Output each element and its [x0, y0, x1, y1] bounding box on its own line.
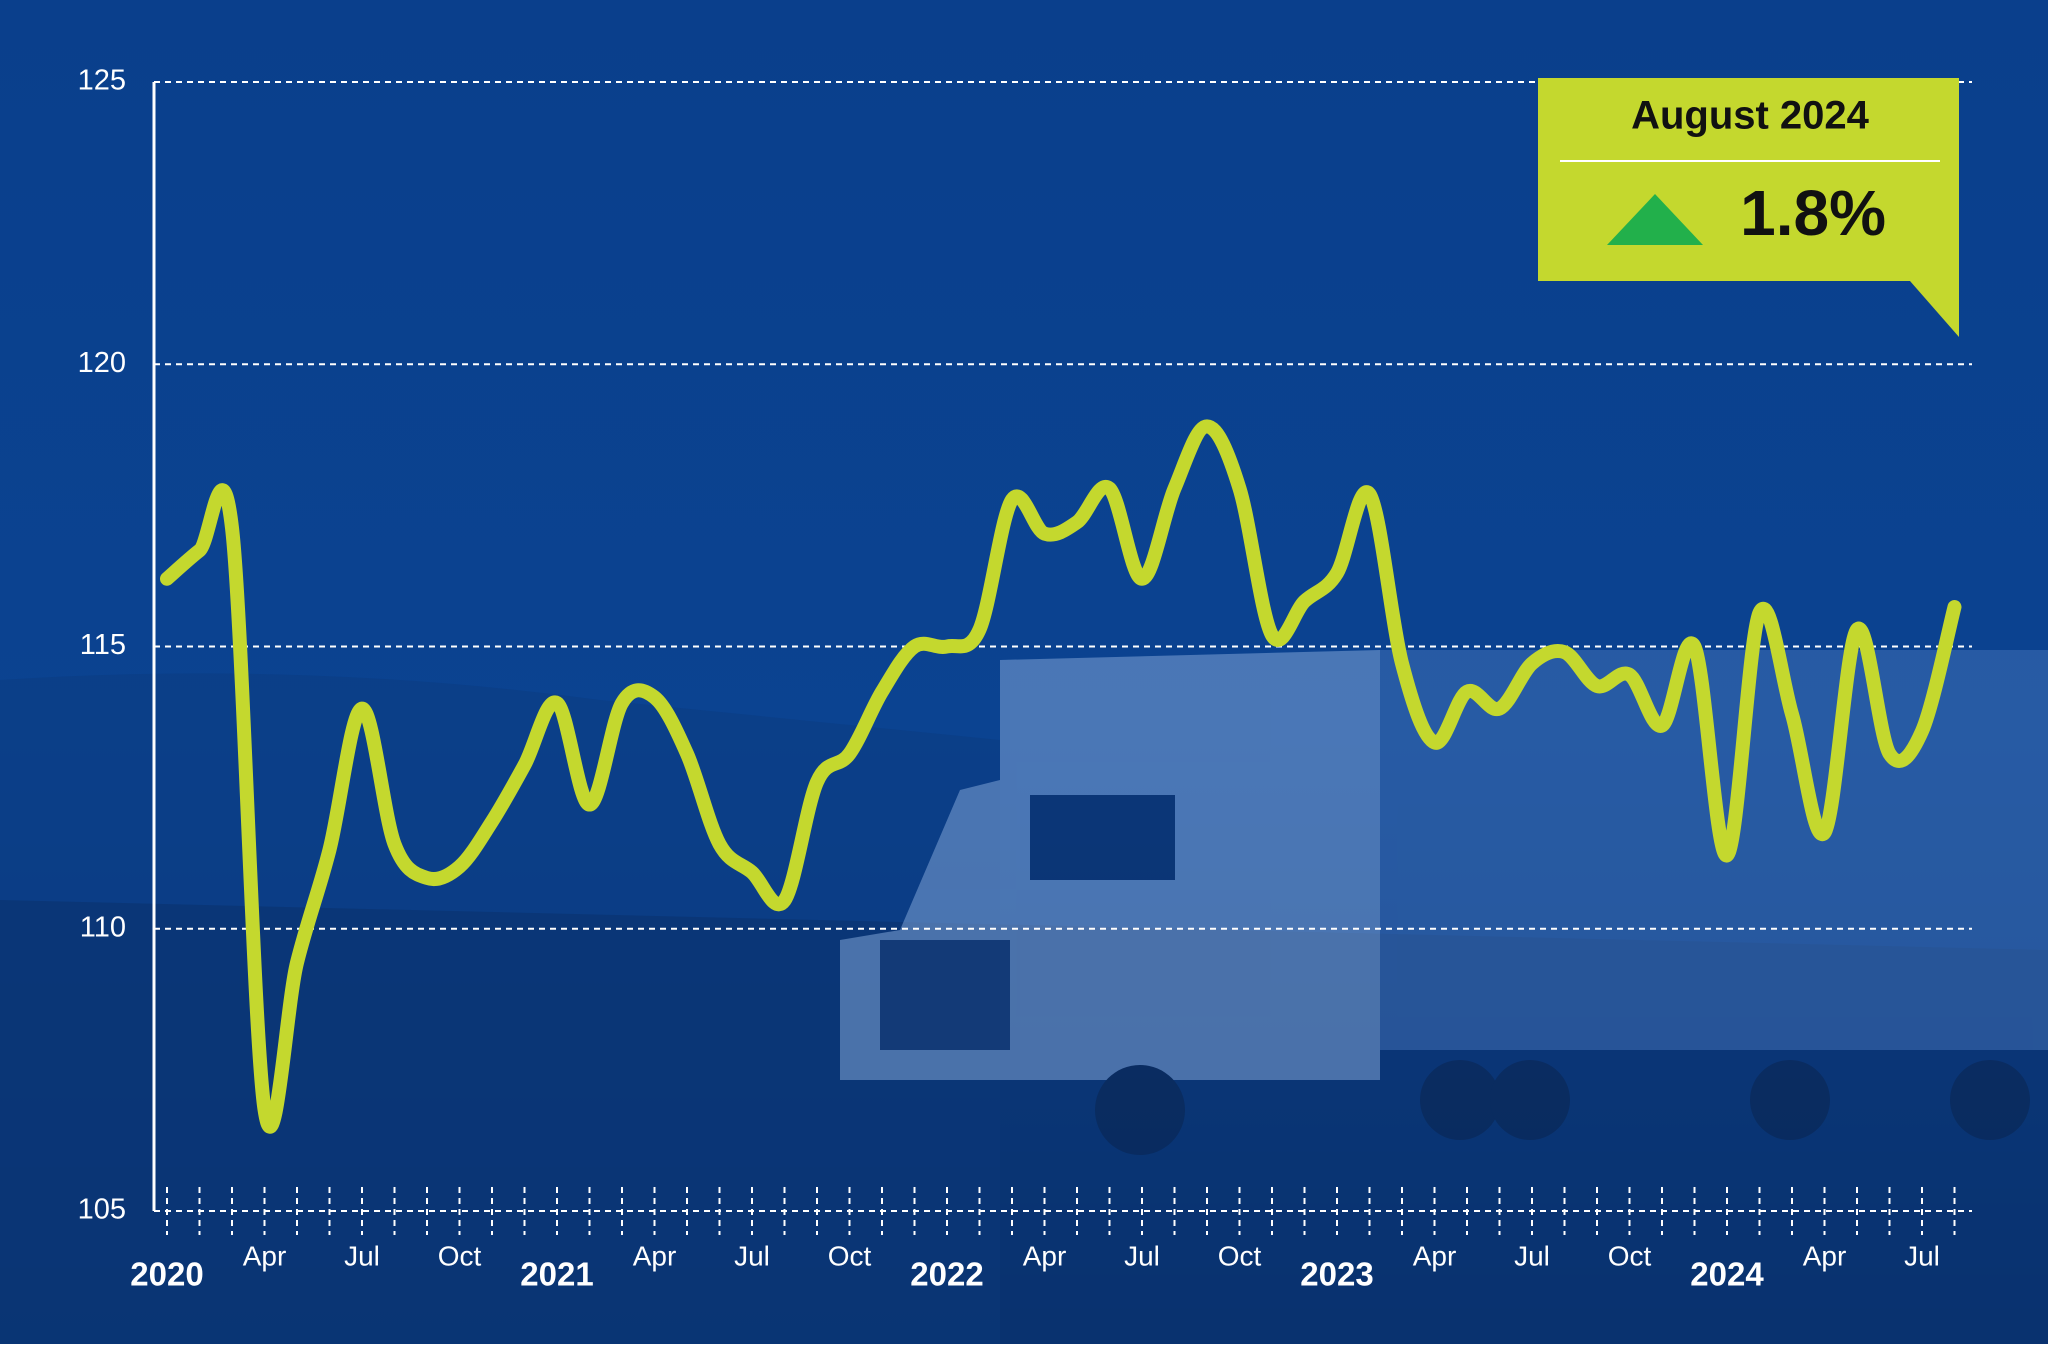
- x-month-label: Jul: [734, 1240, 770, 1271]
- x-year-label: 2021: [520, 1256, 593, 1293]
- x-month-label: Apr: [1023, 1240, 1067, 1271]
- y-tick-label: 125: [78, 65, 126, 97]
- x-month-label: Oct: [1218, 1240, 1262, 1271]
- x-year-label: 2020: [130, 1256, 203, 1293]
- x-year-label: 2024: [1690, 1256, 1764, 1293]
- annotation-change: 1.8%: [1740, 177, 1886, 249]
- y-tick-label: 115: [80, 629, 126, 661]
- x-month-label: Oct: [828, 1240, 872, 1271]
- truck: [840, 650, 2048, 1155]
- x-year-label: 2023: [1300, 1256, 1373, 1293]
- x-month-label: Jul: [344, 1240, 380, 1271]
- x-month-label: Oct: [438, 1240, 482, 1271]
- x-month-label: Apr: [633, 1240, 677, 1271]
- x-month-label: Oct: [1608, 1240, 1652, 1271]
- x-month-label: Jul: [1514, 1240, 1550, 1271]
- x-month-label: Apr: [1413, 1240, 1457, 1271]
- annotation: August 2024 1.8%: [1538, 78, 1959, 337]
- y-tick-label: 120: [78, 347, 126, 379]
- annotation-title: August 2024: [1631, 94, 1870, 138]
- y-tick-label: 105: [78, 1194, 126, 1226]
- x-month-label: Apr: [1803, 1240, 1847, 1271]
- x-month-label: Jul: [1124, 1240, 1160, 1271]
- y-tick-label: 110: [80, 911, 126, 943]
- annotation-box: [1538, 78, 1959, 337]
- data-line: [160, 419, 1962, 1134]
- up-arrow: [1607, 194, 1703, 245]
- x-year-label: 2022: [910, 1256, 983, 1293]
- x-month-label: Jul: [1904, 1240, 1940, 1271]
- x-month-label: Apr: [243, 1240, 287, 1271]
